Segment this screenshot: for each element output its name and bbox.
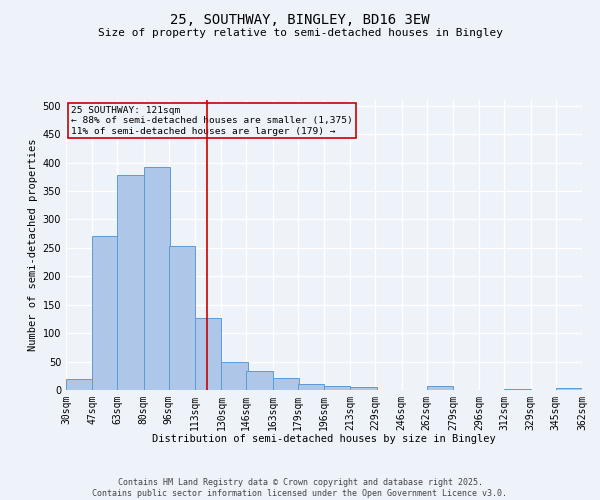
X-axis label: Distribution of semi-detached houses by size in Bingley: Distribution of semi-detached houses by … bbox=[152, 434, 496, 444]
Bar bbox=[117, 175, 144, 390]
Bar bbox=[144, 166, 170, 390]
Bar bbox=[556, 388, 582, 390]
Text: 25, SOUTHWAY, BINGLEY, BD16 3EW: 25, SOUTHWAY, BINGLEY, BD16 3EW bbox=[170, 12, 430, 26]
Bar bbox=[350, 387, 377, 390]
Bar bbox=[195, 318, 221, 390]
Bar bbox=[427, 386, 453, 390]
Text: 25 SOUTHWAY: 121sqm
← 88% of semi-detached houses are smaller (1,375)
11% of sem: 25 SOUTHWAY: 121sqm ← 88% of semi-detach… bbox=[71, 106, 353, 136]
Y-axis label: Number of semi-detached properties: Number of semi-detached properties bbox=[28, 138, 38, 352]
Bar bbox=[92, 236, 119, 390]
Text: Contains HM Land Registry data © Crown copyright and database right 2025.
Contai: Contains HM Land Registry data © Crown c… bbox=[92, 478, 508, 498]
Bar bbox=[324, 386, 350, 390]
Bar bbox=[273, 378, 299, 390]
Bar bbox=[246, 370, 273, 390]
Bar bbox=[169, 246, 195, 390]
Bar bbox=[298, 384, 324, 390]
Bar bbox=[504, 389, 531, 390]
Bar bbox=[66, 378, 92, 390]
Bar bbox=[221, 362, 248, 390]
Text: Size of property relative to semi-detached houses in Bingley: Size of property relative to semi-detach… bbox=[97, 28, 503, 38]
